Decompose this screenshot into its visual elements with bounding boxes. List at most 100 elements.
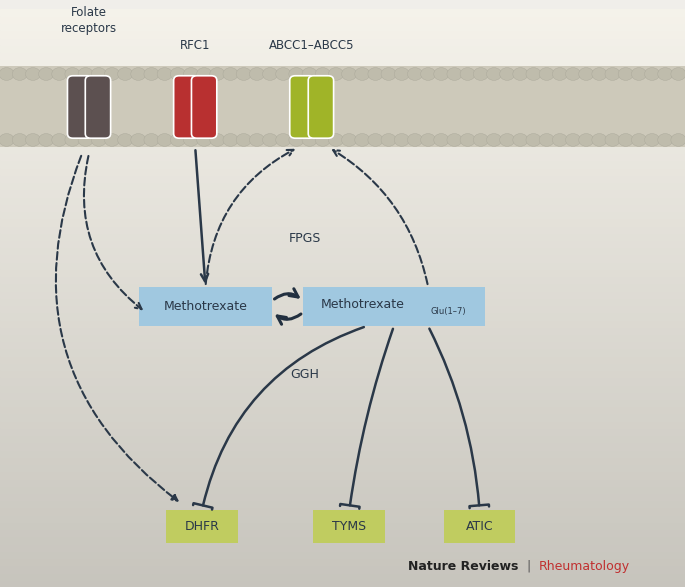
Circle shape xyxy=(0,134,14,146)
Circle shape xyxy=(210,134,225,146)
FancyBboxPatch shape xyxy=(303,287,484,326)
Circle shape xyxy=(579,134,594,146)
Bar xyxy=(0,363,685,370)
Bar xyxy=(0,204,685,211)
Circle shape xyxy=(91,68,106,80)
Text: DHFR: DHFR xyxy=(185,519,219,533)
Bar xyxy=(0,565,685,572)
Bar xyxy=(0,225,685,233)
Circle shape xyxy=(249,134,264,146)
Bar xyxy=(0,399,685,406)
Text: FPGS: FPGS xyxy=(288,232,321,245)
Bar xyxy=(0,471,685,478)
Bar xyxy=(0,457,685,464)
Bar xyxy=(0,124,685,131)
Circle shape xyxy=(513,134,528,146)
Circle shape xyxy=(144,134,159,146)
FancyArrowPatch shape xyxy=(340,329,393,509)
Circle shape xyxy=(592,68,607,80)
Circle shape xyxy=(526,68,541,80)
Bar xyxy=(0,153,685,160)
Bar xyxy=(0,269,685,276)
Text: Rheumatology: Rheumatology xyxy=(539,559,630,572)
Circle shape xyxy=(486,134,501,146)
Circle shape xyxy=(368,134,383,146)
Bar xyxy=(0,81,685,88)
Bar xyxy=(0,211,685,218)
Circle shape xyxy=(12,68,27,80)
Circle shape xyxy=(618,68,633,80)
FancyBboxPatch shape xyxy=(191,76,216,138)
Bar xyxy=(0,334,685,341)
Bar xyxy=(0,45,685,52)
Circle shape xyxy=(447,134,462,146)
Circle shape xyxy=(0,68,14,80)
Circle shape xyxy=(408,134,423,146)
Circle shape xyxy=(381,68,396,80)
Text: ABCC1–ABCC5: ABCC1–ABCC5 xyxy=(269,39,354,52)
Circle shape xyxy=(381,134,396,146)
Bar xyxy=(0,529,685,537)
Circle shape xyxy=(25,68,40,80)
FancyBboxPatch shape xyxy=(86,76,111,138)
Circle shape xyxy=(552,68,567,80)
FancyBboxPatch shape xyxy=(138,287,272,326)
FancyArrowPatch shape xyxy=(206,150,293,284)
Circle shape xyxy=(539,68,554,80)
Circle shape xyxy=(302,68,317,80)
Circle shape xyxy=(197,68,212,80)
Circle shape xyxy=(671,134,685,146)
Circle shape xyxy=(486,68,501,80)
Circle shape xyxy=(210,68,225,80)
Bar xyxy=(0,580,685,587)
Circle shape xyxy=(434,134,449,146)
Circle shape xyxy=(605,68,620,80)
Circle shape xyxy=(171,134,186,146)
Bar xyxy=(0,66,685,147)
Circle shape xyxy=(499,134,514,146)
Circle shape xyxy=(25,134,40,146)
Circle shape xyxy=(12,134,27,146)
Text: GGH: GGH xyxy=(290,367,319,381)
Circle shape xyxy=(78,134,93,146)
Bar xyxy=(0,421,685,428)
Circle shape xyxy=(632,134,647,146)
Bar xyxy=(0,392,685,399)
Circle shape xyxy=(447,68,462,80)
Circle shape xyxy=(645,68,660,80)
Bar xyxy=(0,443,685,450)
Bar xyxy=(0,16,685,23)
Bar xyxy=(0,319,685,327)
Circle shape xyxy=(618,134,633,146)
FancyBboxPatch shape xyxy=(67,76,93,138)
Text: ATIC: ATIC xyxy=(466,519,493,533)
Bar xyxy=(0,522,685,529)
FancyArrowPatch shape xyxy=(84,156,142,309)
Circle shape xyxy=(157,134,172,146)
Circle shape xyxy=(632,68,647,80)
Bar xyxy=(0,572,685,580)
Circle shape xyxy=(434,68,449,80)
Circle shape xyxy=(289,134,304,146)
Circle shape xyxy=(342,68,357,80)
Bar xyxy=(0,262,685,269)
Circle shape xyxy=(408,68,423,80)
Bar xyxy=(0,254,685,262)
Text: Nature Reviews: Nature Reviews xyxy=(408,559,518,572)
Bar xyxy=(0,413,685,421)
Circle shape xyxy=(52,68,67,80)
Circle shape xyxy=(38,68,53,80)
Circle shape xyxy=(157,68,172,80)
Bar xyxy=(0,240,685,247)
Circle shape xyxy=(118,68,133,80)
Bar xyxy=(0,298,685,305)
Circle shape xyxy=(645,134,660,146)
Circle shape xyxy=(104,134,119,146)
Circle shape xyxy=(236,134,251,146)
Bar xyxy=(0,197,685,204)
Circle shape xyxy=(131,134,146,146)
Circle shape xyxy=(315,134,330,146)
Bar xyxy=(0,9,685,16)
Text: Glu(1–7): Glu(1–7) xyxy=(430,306,466,316)
Bar xyxy=(0,146,685,153)
